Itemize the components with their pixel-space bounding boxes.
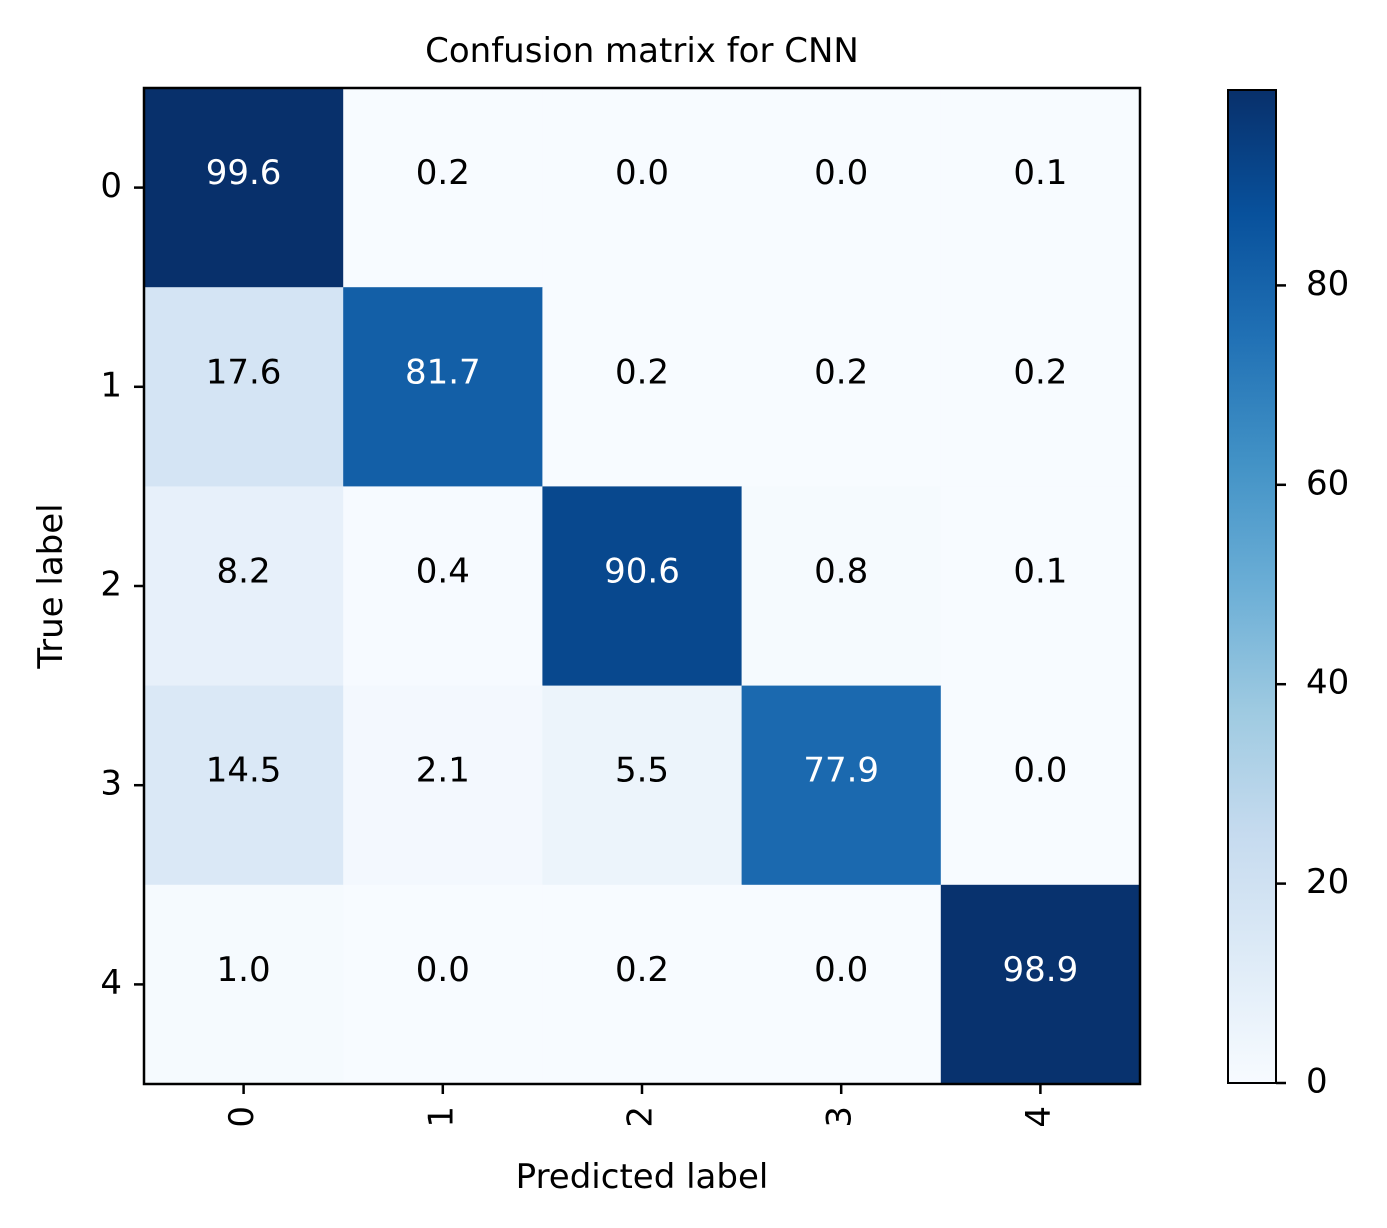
heatmap-cell-r0-c2 [542, 88, 743, 288]
colorbar-ticks: 0 20 40 60 80 [1276, 264, 1349, 1102]
heatmap-cell-r3-c1 [343, 685, 543, 886]
cell-value-r0-c1: 0.2 [416, 153, 470, 193]
colorbar [1227, 89, 1277, 1084]
x-tick-label-3: 3 [820, 1106, 860, 1128]
colorbar-tick-label-3: 60 [1306, 463, 1349, 503]
cell-value-r2-c1: 0.4 [416, 552, 470, 592]
cell-value-r3-c3: 77.9 [803, 751, 879, 791]
x-axis-label: Predicted label [516, 1157, 769, 1197]
heatmap-cell-r4-c2 [542, 884, 743, 1085]
cell-value-r2-c2: 90.6 [604, 552, 680, 592]
heatmap-cells [144, 88, 1141, 1085]
cell-value-r1-c3: 0.2 [814, 352, 868, 392]
cell-value-r1-c0: 17.6 [206, 352, 282, 392]
colorbar-tick-label-1: 20 [1306, 862, 1349, 902]
cell-value-r1-c1: 81.7 [405, 352, 481, 392]
y-axis-ticks: 0 1 2 3 4 [100, 166, 144, 1003]
x-tick-label-0: 0 [222, 1106, 262, 1128]
heatmap-cell-r3-c0 [144, 685, 344, 886]
heatmap-cell-r2-c2 [542, 486, 743, 687]
cell-value-r4-c1: 0.0 [416, 950, 470, 990]
heatmap-cell-r4-c3 [741, 884, 942, 1085]
cell-value-r1-c2: 0.2 [615, 352, 669, 392]
cell-value-r4-c0: 1.0 [217, 950, 271, 990]
y-tick-label-0: 0 [100, 166, 122, 206]
x-tick-label-2: 2 [621, 1106, 661, 1128]
y-tick-label-1: 1 [100, 365, 122, 405]
cell-value-r2-c3: 0.8 [814, 552, 868, 592]
heatmap-cell-r2-c1 [343, 486, 543, 687]
cell-value-r4-c2: 0.2 [615, 950, 669, 990]
cell-value-r0-c4: 0.1 [1013, 153, 1067, 193]
heatmap-cell-r1-c1 [343, 287, 543, 487]
y-tick-label-3: 3 [100, 764, 122, 804]
colorbar-tick-label-4: 80 [1306, 264, 1349, 304]
heatmap-cell-r2-c4 [940, 486, 1141, 687]
cell-value-r0-c0: 99.6 [206, 153, 282, 193]
y-axis-label: True label [31, 503, 71, 669]
heatmap-cell-r2-c3 [741, 486, 942, 687]
cell-value-r3-c4: 0.0 [1013, 751, 1067, 791]
heatmap-cell-r3-c4 [940, 685, 1141, 886]
heatmap-cell-r1-c3 [741, 287, 942, 487]
heatmap-cell-r1-c4 [940, 287, 1141, 487]
x-axis-ticks: 0 1 2 3 4 [222, 1084, 1059, 1128]
heatmap-cell-r0-c0 [144, 88, 344, 288]
heatmap-cell-r2-c0 [144, 486, 344, 687]
x-tick-label-4: 4 [1019, 1106, 1059, 1128]
heatmap-cell-r1-c0 [144, 287, 344, 487]
heatmap-cell-r3-c3 [741, 685, 942, 886]
heatmap-cell-r4-c1 [343, 884, 543, 1085]
y-tick-label-2: 2 [100, 565, 122, 605]
cell-value-r4-c3: 0.0 [814, 950, 868, 990]
cell-value-r0-c3: 0.0 [814, 153, 868, 193]
colorbar-tick-label-0: 0 [1306, 1062, 1328, 1102]
heatmap-cell-r3-c2 [542, 685, 743, 886]
colorbar-tick-label-2: 40 [1306, 663, 1349, 703]
cell-value-r0-c2: 0.0 [615, 153, 669, 193]
cell-value-r3-c0: 14.5 [206, 751, 282, 791]
heatmap-cell-r1-c2 [542, 287, 743, 487]
cell-value-r1-c4: 0.2 [1013, 352, 1067, 392]
heatmap-cell-r4-c4 [940, 884, 1141, 1085]
cell-value-r4-c4: 98.9 [1003, 950, 1079, 990]
cell-value-r2-c0: 8.2 [217, 552, 271, 592]
cell-value-r2-c4: 0.1 [1013, 552, 1067, 592]
cell-value-labels: 99.6 0.2 0.0 0.0 0.1 17.6 81.7 0.2 0.2 0.2 8.2 0.4 9… [206, 153, 1079, 990]
cell-value-r3-c2: 5.5 [615, 751, 669, 791]
heatmap-cell-r4-c0 [144, 884, 344, 1085]
y-tick-label-4: 4 [100, 963, 122, 1003]
cell-value-r3-c1: 2.1 [416, 751, 470, 791]
x-tick-label-1: 1 [421, 1106, 461, 1128]
heatmap-cell-r0-c4 [940, 88, 1141, 288]
heatmap-cell-r0-c1 [343, 88, 543, 288]
heatmap-cell-r0-c3 [741, 88, 942, 288]
chart-title: Confusion matrix for CNN [425, 31, 859, 71]
